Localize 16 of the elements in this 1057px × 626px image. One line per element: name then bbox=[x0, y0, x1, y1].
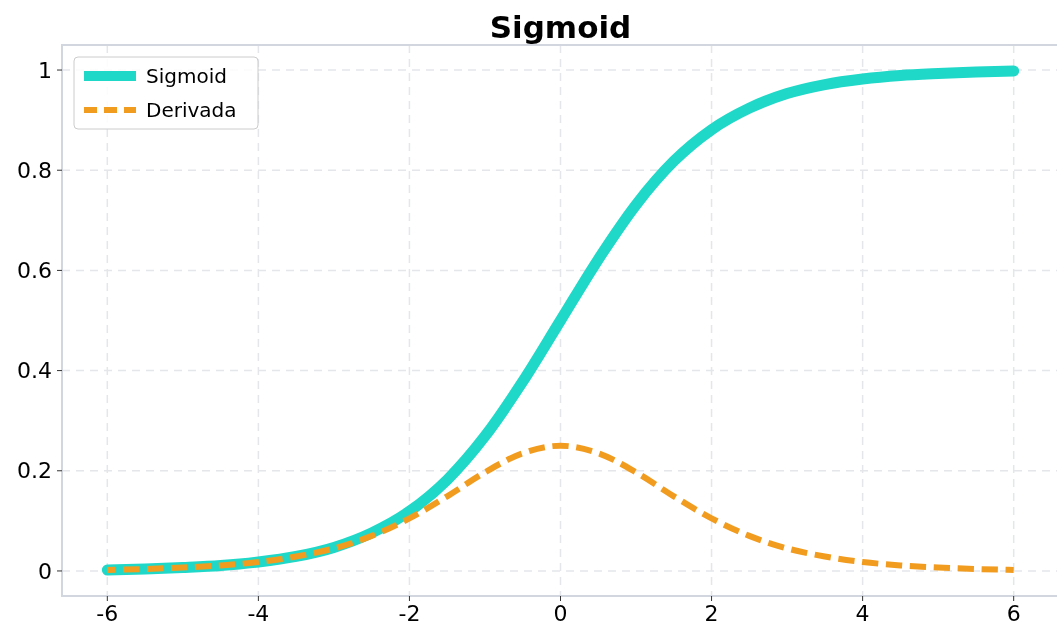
x-tick-label: 2 bbox=[704, 601, 719, 626]
x-tick-label: -6 bbox=[96, 601, 119, 626]
x-tick-label: 6 bbox=[1006, 601, 1021, 626]
y-tick-label: 0.2 bbox=[17, 458, 52, 484]
y-tick-label: 0.8 bbox=[17, 157, 52, 183]
y-tick-label: 0.4 bbox=[17, 358, 52, 384]
x-tick-label: 4 bbox=[855, 601, 870, 626]
y-tick-label: 1 bbox=[38, 57, 52, 83]
y-tick-label: 0.6 bbox=[17, 258, 52, 284]
chart-title: Sigmoid bbox=[489, 9, 632, 45]
legend-label: Sigmoid bbox=[146, 64, 227, 88]
x-tick-label: 0 bbox=[553, 601, 568, 626]
x-tick-label: -4 bbox=[247, 601, 270, 626]
y-tick-label: 0 bbox=[38, 558, 52, 584]
x-tick-label: -2 bbox=[398, 601, 421, 626]
legend-label: Derivada bbox=[146, 98, 237, 122]
